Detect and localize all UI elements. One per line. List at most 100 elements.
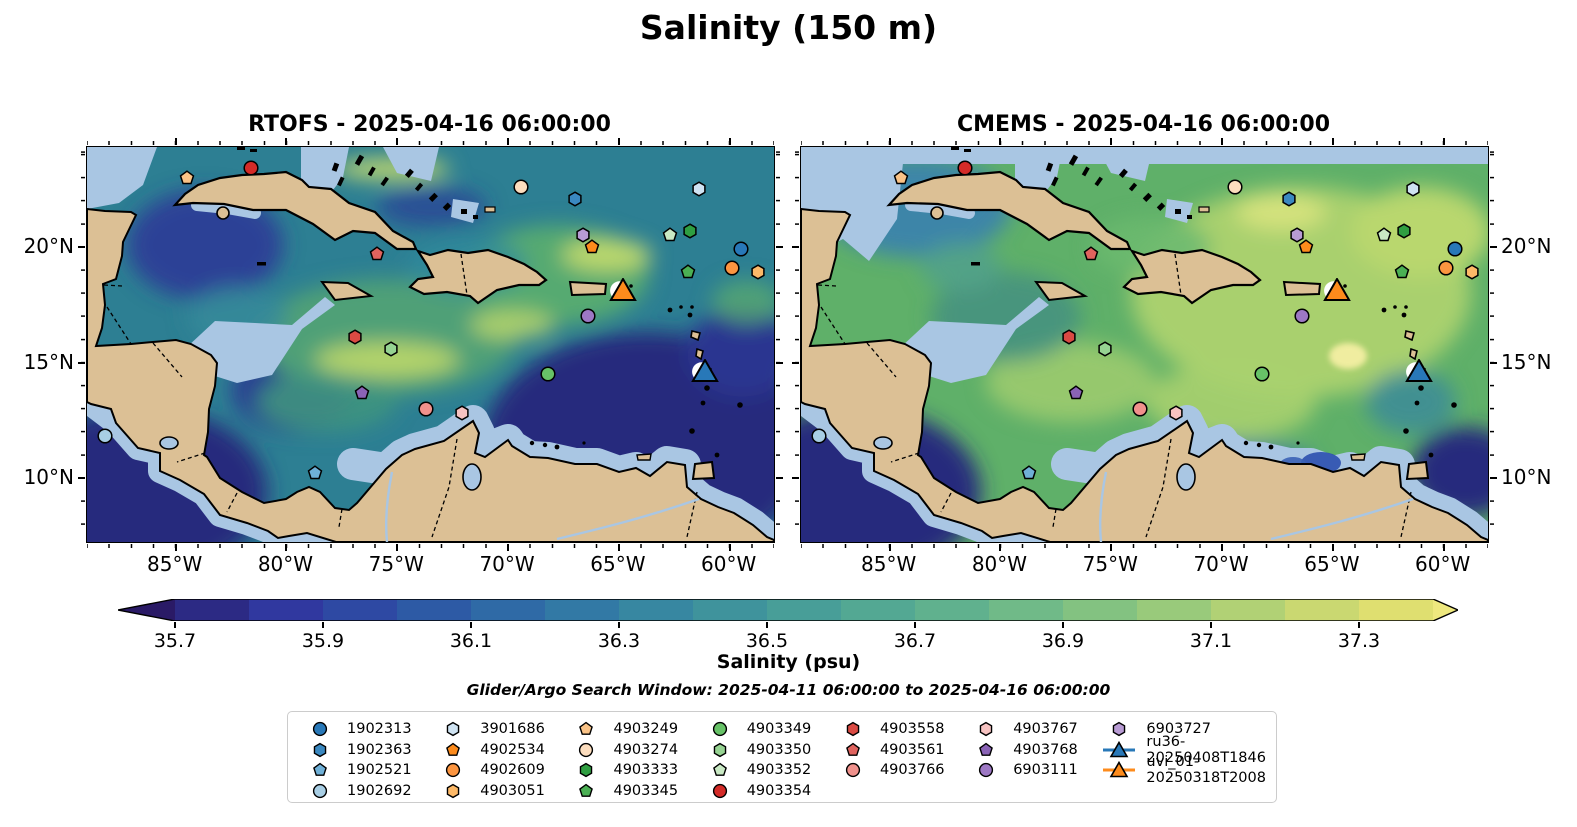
circle-icon [580,308,596,324]
argo-marker-4903561 [1083,245,1100,262]
platform-legend: 1902313 1902363 1902521 1902692 3901686 49025… [287,711,1277,803]
legend-item-4903051: 4903051 [435,781,568,802]
pentagon-icon [579,721,594,736]
argo-legend-marker [835,721,871,737]
top-major-tick [617,138,620,145]
minor-ticks-bottom [801,544,1488,548]
legend-item-1902692: 1902692 [302,781,435,802]
legend-item-4903249: 4903249 [568,719,701,740]
colorbar-tick-label-36.5: 36.5 [745,630,789,652]
search-window-note: Glider/Argo Search Window: 2025-04-11 06… [466,681,1111,699]
legend-label: 6903727 [1146,721,1211,738]
legend-item-4903354: 4903354 [702,781,835,802]
lon-tick-label-cmems-65°W: 65°W [1304,552,1360,576]
cmems-map [792,138,1497,551]
minor-ticks-left [795,147,799,542]
circle-icon [540,366,556,382]
argo-marker-1902521 [307,465,324,482]
salinity-colorbar: 35.7 35.9 36.1 36.3 36.5 36.7 36.9 37.1 37.3 [118,599,1458,652]
argo-marker-4903333 [681,222,698,239]
argo-legend-marker [835,742,871,758]
bottom-major-tick [1331,544,1334,551]
argo-legend-marker [568,742,604,758]
circle-icon [1132,401,1148,417]
argo-marker-4902534 [584,239,601,256]
circle-icon [446,763,461,778]
legend-item-4903349: 4903349 [702,719,835,740]
argo-marker-4903352 [661,227,678,244]
colorbar-tick-label-36.1: 36.1 [449,630,493,652]
legend-label: 4903354 [746,782,812,799]
argo-legend-marker [568,762,604,778]
bottom-major-tick [1221,544,1224,551]
colorbar-tick [1062,622,1064,628]
argo-marker-6903111 [579,308,596,325]
rtofs-panel-title: RTOFS - 2025-04-16 06:00:00 [248,112,611,137]
argo-marker-4903051 [1464,264,1481,281]
pentagon-icon [1376,227,1392,242]
rivers [385,471,700,542]
legend-label: 1902521 [347,762,412,779]
argo-legend-marker [568,721,604,737]
argo-marker-4903345 [1393,264,1410,281]
argo-marker-4903768 [1067,384,1084,401]
argo-marker-4903354 [242,160,259,177]
lat-tick-label-rtofs-10°N: 10°N [23,465,74,489]
argo-marker-4903766 [418,400,435,417]
colorbar-tick-label-37.3: 37.3 [1337,630,1381,652]
pentagon-icon [354,384,370,399]
right-major-tick [776,246,783,249]
colorbar-tick [618,622,620,628]
bottom-major-tick [507,544,510,551]
legend-item-4903768: 4903768 [968,740,1101,761]
bottom-major-tick [396,544,399,551]
argo-legend-marker [702,721,738,737]
argo-marker-1902363 [566,190,583,207]
lon-tick-label-rtofs-80°W: 80°W [257,552,314,576]
legend-item-4903352: 4903352 [702,760,835,781]
colorbar-tick [766,622,768,628]
top-major-tick [174,138,177,145]
lat-tick-label-cmems-20°N: 20°N [1501,234,1552,259]
argo-marker-4903766 [1132,400,1149,417]
right-major-tick [1490,477,1497,479]
pentagon-icon [1394,264,1409,279]
small-islands [951,147,1457,458]
pentagon-icon [680,264,695,279]
left-major-tick [792,477,799,479]
glider-track-icon [1103,761,1136,778]
pentagon-icon [1083,246,1099,261]
hexagon-icon [979,722,993,737]
glider-marker-ru36-20250408T1846 [690,358,720,389]
legend-label: 1902363 [347,741,412,758]
lat-tick-label-cmems-10°N: 10°N [1501,465,1552,489]
legend-label: ru36-20250408T1846 [1146,733,1266,766]
hexagon-icon [692,181,706,197]
argo-marker-1902313 [732,241,749,258]
argo-legend-marker [435,742,471,758]
circle-icon [811,428,827,444]
pentagon-icon [446,742,461,756]
legend-item-ru36-20250408T1846: ru36-20250408T1846 [1101,734,1266,766]
argo-legend-marker [302,721,338,737]
legend-column: 4903558 4903561 4903766 [835,719,968,801]
glider-track-icon [1103,740,1136,758]
legend-item-3901686: 3901686 [435,719,568,740]
legend-label: uvi_01-20250318T2008 [1146,754,1266,787]
pentagon-icon [584,239,600,254]
legend-item-4902609: 4902609 [435,760,568,781]
argo-legend-marker [435,721,471,737]
top-major-tick [728,138,731,145]
legend-label: 4903274 [613,741,679,758]
legend-item-4903350: 4903350 [702,740,835,761]
colorbar-tick-label-37.1: 37.1 [1189,630,1233,652]
argo-legend-marker [968,762,1004,778]
circle-icon [845,763,861,778]
right-major-tick [1490,361,1497,364]
hexagon-icon [567,190,582,207]
legend-item-1902363: 1902363 [302,740,435,761]
top-major-tick [888,138,891,145]
circle-icon [97,428,113,444]
legend-label: 4903766 [879,762,945,779]
